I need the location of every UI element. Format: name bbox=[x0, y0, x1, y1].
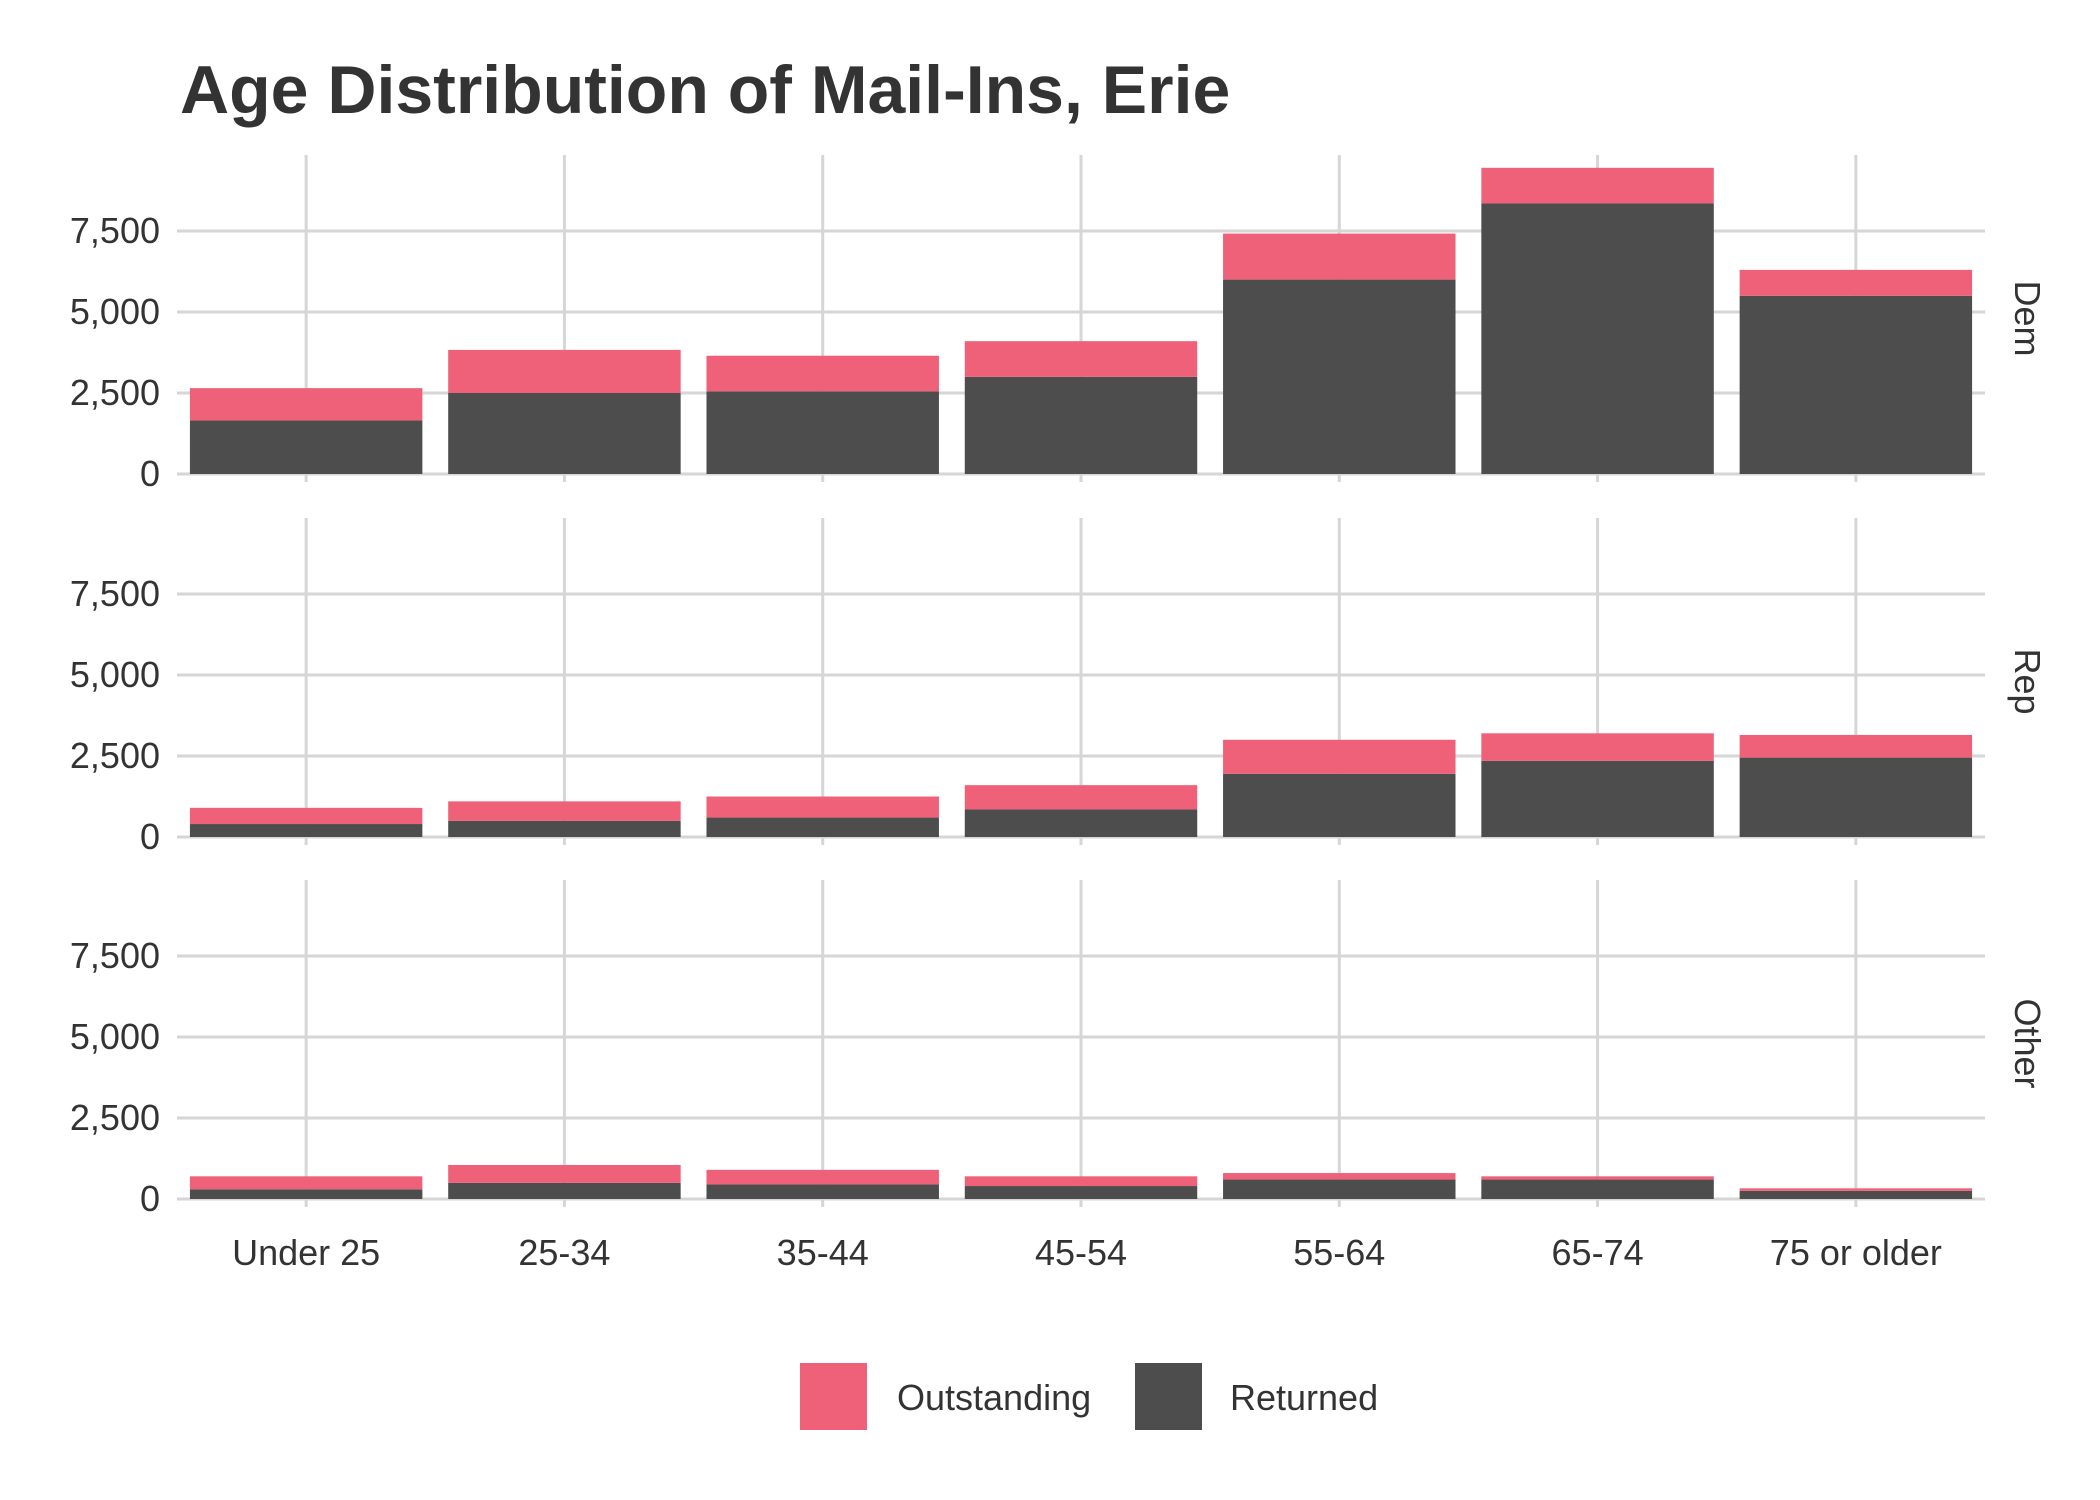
bar-rep-outstanding-25-34 bbox=[448, 801, 681, 821]
bar-dem-returned-45-54 bbox=[964, 376, 1198, 474]
bar-rep-outstanding-75-or-older bbox=[1739, 734, 1973, 758]
legend-label-returned: Returned bbox=[1230, 1377, 1378, 1418]
bar-dem-returned-35-44 bbox=[706, 391, 939, 474]
legend-swatch-outstanding bbox=[800, 1363, 867, 1430]
x-tick-label: 25-34 bbox=[518, 1232, 610, 1273]
x-tick-label: Under 25 bbox=[232, 1232, 380, 1273]
facet-panels: 0 2,500 5,000 7,500 Dem 0 2,500 5,000 7,500 Rep 0 2… bbox=[70, 155, 2048, 1219]
bar-rep-returned-45-54 bbox=[964, 809, 1198, 837]
bar-dem-outstanding-45-54 bbox=[964, 341, 1198, 377]
bar-rep-outstanding-35-44 bbox=[706, 796, 939, 818]
legend: Outstanding Returned bbox=[800, 1363, 1378, 1430]
y-tick-label: 2,500 bbox=[70, 1097, 160, 1138]
y-tick-label: 5,000 bbox=[70, 654, 160, 695]
y-tick-label: 0 bbox=[140, 816, 160, 857]
facet-label-rep: Rep bbox=[2007, 648, 2048, 714]
facet-label-dem: Dem bbox=[2007, 280, 2048, 356]
bar-other-outstanding-65-74 bbox=[1481, 1176, 1714, 1180]
bar-other-outstanding-75-or-older bbox=[1739, 1188, 1973, 1191]
bar-other-outstanding-45-54 bbox=[964, 1176, 1198, 1187]
bar-dem-returned-75-or-older bbox=[1739, 295, 1973, 474]
bar-other-returned-25-34 bbox=[448, 1182, 681, 1199]
bar-rep-returned-35-44 bbox=[706, 817, 939, 837]
bar-other-returned-45-54 bbox=[964, 1186, 1198, 1199]
bar-dem-outstanding-65-74 bbox=[1481, 167, 1714, 204]
bar-other-returned-75-or-older bbox=[1739, 1190, 1973, 1199]
chart-title: Age Distribution of Mail-Ins, Erie bbox=[180, 52, 1230, 128]
bar-rep-outstanding-under-25 bbox=[189, 807, 423, 825]
y-tick-label: 7,500 bbox=[70, 210, 160, 251]
panel-other: 0 2,500 5,000 7,500 Other bbox=[70, 880, 2048, 1219]
bar-dem-returned-under-25 bbox=[189, 420, 423, 474]
bar-rep-outstanding-45-54 bbox=[964, 785, 1198, 810]
legend-label-outstanding: Outstanding bbox=[897, 1377, 1091, 1418]
bar-dem-outstanding-under-25 bbox=[189, 388, 423, 421]
panel-dem: 0 2,500 5,000 7,500 Dem bbox=[70, 155, 2048, 494]
y-tick-label: 2,500 bbox=[70, 735, 160, 776]
panel-rep: 0 2,500 5,000 7,500 Rep bbox=[70, 518, 2048, 857]
y-tick-label: 7,500 bbox=[70, 573, 160, 614]
bar-dem-outstanding-55-64 bbox=[1223, 233, 1456, 280]
bar-other-returned-55-64 bbox=[1223, 1179, 1456, 1199]
y-tick-label: 5,000 bbox=[70, 1016, 160, 1057]
y-tick-label: 0 bbox=[140, 453, 160, 494]
bar-dem-returned-55-64 bbox=[1223, 279, 1456, 474]
bar-rep-returned-25-34 bbox=[448, 820, 681, 837]
bar-other-outstanding-under-25 bbox=[189, 1176, 423, 1190]
facet-label-other: Other bbox=[2007, 998, 2048, 1088]
x-tick-label: 45-54 bbox=[1035, 1232, 1127, 1273]
bar-rep-returned-under-25 bbox=[189, 824, 423, 837]
bar-dem-outstanding-35-44 bbox=[706, 355, 939, 392]
x-tick-label: 55-64 bbox=[1293, 1232, 1385, 1273]
x-tick-label: 75 or older bbox=[1770, 1232, 1942, 1273]
bar-other-outstanding-25-34 bbox=[448, 1164, 681, 1183]
y-tick-label: 2,500 bbox=[70, 372, 160, 413]
bar-dem-returned-25-34 bbox=[448, 393, 681, 474]
bar-other-returned-under-25 bbox=[189, 1189, 423, 1199]
x-axis: Under 25 25-34 35-44 45-54 55-64 65-74 75 or o… bbox=[232, 1232, 1942, 1273]
bar-other-returned-65-74 bbox=[1481, 1179, 1714, 1199]
y-tick-label: 0 bbox=[140, 1178, 160, 1219]
bar-other-returned-35-44 bbox=[706, 1184, 939, 1199]
bar-rep-returned-75-or-older bbox=[1739, 757, 1973, 837]
x-tick-label: 65-74 bbox=[1552, 1232, 1644, 1273]
bar-rep-outstanding-55-64 bbox=[1223, 739, 1456, 774]
y-tick-label: 5,000 bbox=[70, 291, 160, 332]
bar-dem-returned-65-74 bbox=[1481, 203, 1714, 474]
y-tick-label: 7,500 bbox=[70, 935, 160, 976]
bar-rep-returned-55-64 bbox=[1223, 773, 1456, 837]
bar-other-outstanding-35-44 bbox=[706, 1169, 939, 1185]
bar-rep-outstanding-65-74 bbox=[1481, 733, 1714, 761]
x-tick-label: 35-44 bbox=[777, 1232, 869, 1273]
bar-dem-outstanding-75-or-older bbox=[1739, 269, 1973, 296]
bar-dem-outstanding-25-34 bbox=[448, 349, 681, 393]
legend-swatch-returned bbox=[1135, 1363, 1202, 1430]
bar-other-outstanding-55-64 bbox=[1223, 1173, 1456, 1180]
bar-rep-returned-65-74 bbox=[1481, 760, 1714, 837]
